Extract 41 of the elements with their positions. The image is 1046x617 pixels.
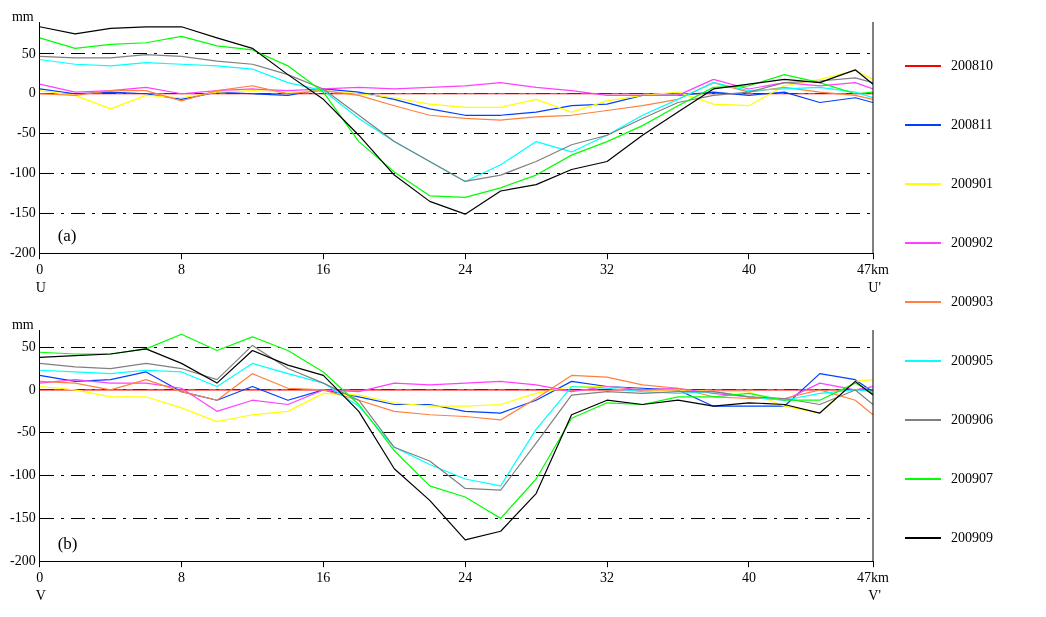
x-tick-label: 24 bbox=[458, 262, 473, 278]
y-tick-label: -50 bbox=[16, 424, 36, 440]
text: V bbox=[35, 587, 46, 603]
y-tick-label: -100 bbox=[9, 467, 36, 483]
x-tick-label: 16 bbox=[316, 262, 331, 278]
legend-label: 200903 bbox=[951, 294, 993, 310]
legend-label: 200901 bbox=[951, 176, 993, 192]
legend-label: 200905 bbox=[951, 353, 993, 369]
text: U' bbox=[868, 279, 881, 295]
legend-label: 200907 bbox=[951, 471, 993, 487]
y-tick-label: -100 bbox=[9, 165, 36, 181]
x-tick-label: 8 bbox=[178, 262, 186, 278]
x-tick-label: 16 bbox=[316, 570, 331, 586]
x-tick-label: 40 bbox=[741, 262, 756, 278]
y-tick-label: 50 bbox=[21, 45, 36, 61]
y-tick-label: -150 bbox=[9, 510, 36, 526]
y-tick-label: 0 bbox=[28, 85, 36, 101]
legend-label: 200909 bbox=[951, 530, 993, 546]
annotation: (a) bbox=[57, 226, 77, 246]
text: U bbox=[35, 279, 46, 295]
y-tick-label: -150 bbox=[9, 205, 36, 221]
annotation: (b) bbox=[57, 534, 78, 554]
y-tick-label: -200 bbox=[9, 244, 36, 260]
x-tick-label: 24 bbox=[458, 570, 473, 586]
y-axis-title: mm bbox=[11, 8, 34, 24]
legend-label: 200810 bbox=[951, 58, 993, 74]
legend-label: 200902 bbox=[951, 235, 993, 251]
legend-label: 200906 bbox=[951, 412, 993, 428]
text: V' bbox=[868, 587, 881, 603]
x-tick-label: 32 bbox=[600, 570, 615, 586]
legend-label: 200811 bbox=[951, 117, 993, 133]
y-tick-label: -50 bbox=[16, 125, 36, 141]
y-tick-label: -200 bbox=[9, 552, 36, 568]
x-tick-label: 47km bbox=[857, 262, 890, 278]
x-tick-label: 40 bbox=[741, 570, 756, 586]
y-axis-title: mm bbox=[11, 316, 34, 332]
y-tick-label: 50 bbox=[21, 338, 36, 354]
x-tick-label: 47km bbox=[857, 570, 890, 586]
x-tick-label: 8 bbox=[178, 570, 186, 586]
y-tick-label: 0 bbox=[28, 381, 36, 397]
x-tick-label: 32 bbox=[600, 262, 615, 278]
